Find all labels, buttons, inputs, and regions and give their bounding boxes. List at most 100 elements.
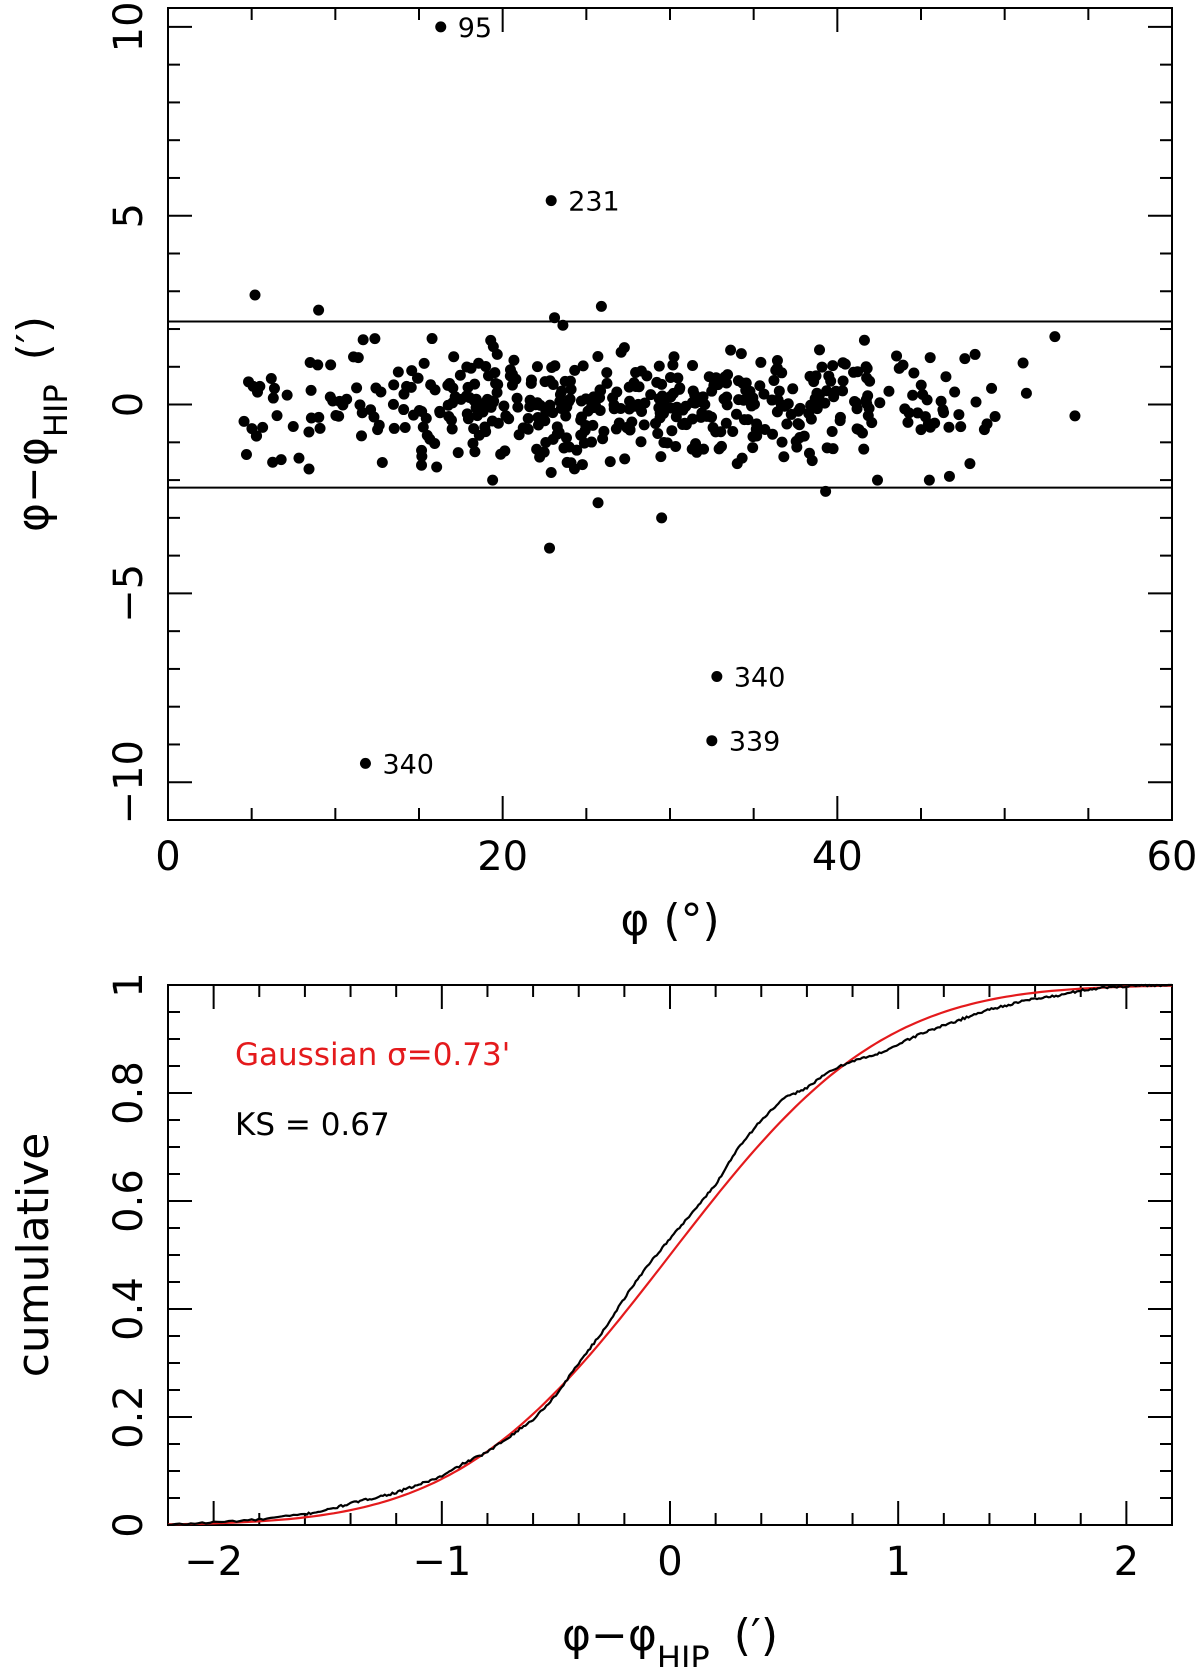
data-point (891, 350, 903, 362)
data-point (778, 451, 790, 463)
data-point (420, 412, 432, 424)
data-point (525, 377, 537, 389)
y-tick-label: −5 (106, 564, 152, 623)
data-point (418, 357, 430, 369)
data-point (565, 457, 577, 469)
data-point (571, 444, 583, 456)
data-point (718, 393, 730, 405)
data-point (506, 379, 518, 391)
data-point (238, 415, 250, 427)
data-point (785, 408, 797, 420)
data-point (388, 379, 400, 391)
data-point (575, 414, 587, 426)
data-point (902, 416, 914, 428)
data-point (498, 400, 510, 412)
x-axis-label-unit: (′) (734, 1610, 778, 1661)
data-point (558, 442, 570, 454)
data-point (915, 379, 927, 391)
data-point (635, 436, 647, 448)
data-point (540, 406, 552, 418)
data-point (677, 419, 689, 431)
empirical-cdf-line (167, 983, 1172, 1527)
data-point (766, 394, 778, 406)
data-point (357, 334, 369, 346)
data-point (978, 424, 990, 436)
outlier-point (1069, 410, 1081, 422)
data-point (750, 423, 762, 435)
data-point (668, 351, 680, 363)
data-point (837, 385, 849, 397)
data-point (375, 386, 387, 398)
data-point (513, 429, 525, 441)
outlier-point (487, 474, 499, 486)
x-tick-label: 1 (885, 1539, 910, 1585)
y-tick-label: −10 (106, 740, 152, 824)
outlier-point (656, 512, 668, 524)
data-point (575, 395, 587, 407)
point-label: 340 (734, 662, 786, 693)
data-point (429, 437, 441, 449)
data-point (953, 409, 965, 421)
data-point (503, 413, 515, 425)
labeled-point (711, 670, 723, 682)
data-point (661, 437, 673, 449)
labeled-point (545, 195, 557, 207)
data-point (804, 370, 816, 382)
data-point (819, 397, 831, 409)
data-point (744, 385, 756, 397)
data-point (271, 410, 283, 422)
y-tick-label: 10 (106, 1, 152, 52)
data-point (856, 427, 868, 439)
data-point (564, 375, 576, 387)
x-tick-label: 40 (812, 834, 863, 880)
point-label: 340 (382, 749, 434, 780)
data-point (512, 401, 524, 413)
data-point (696, 407, 708, 419)
y-tick-label: 0 (106, 392, 152, 417)
data-point (240, 448, 252, 460)
data-point (713, 443, 725, 455)
data-point (504, 364, 516, 376)
data-point (787, 383, 799, 395)
gaussian-cdf-line (167, 984, 1173, 1526)
y-tick-label: 0.8 (106, 1061, 152, 1125)
x-tick-label: 20 (477, 834, 528, 880)
data-point (267, 392, 279, 404)
data-point (538, 446, 550, 458)
data-point (368, 411, 380, 423)
data-point (821, 385, 833, 397)
data-point (615, 346, 627, 358)
outlier-point (1017, 357, 1029, 369)
data-point (821, 442, 833, 454)
data-point (861, 398, 873, 410)
data-point (619, 453, 631, 465)
data-point (767, 428, 779, 440)
data-point (851, 403, 863, 415)
data-point (924, 352, 936, 364)
outlier-point (592, 497, 604, 509)
data-point (463, 391, 475, 403)
data-point (576, 459, 588, 471)
data-point (907, 389, 919, 401)
data-point (949, 386, 961, 398)
data-point (690, 438, 702, 450)
point-label: 95 (458, 13, 492, 44)
data-point (706, 411, 718, 423)
data-point (508, 354, 520, 366)
data-point (531, 361, 543, 373)
data-point (940, 371, 952, 383)
data-point (481, 393, 493, 405)
data-point (825, 375, 837, 387)
data-point (449, 391, 461, 403)
data-point (452, 447, 464, 459)
data-point (791, 441, 803, 453)
data-point (827, 360, 839, 372)
data-point (903, 407, 915, 419)
data-point (703, 371, 715, 383)
data-point (674, 382, 686, 394)
data-point (667, 359, 679, 371)
data-point (480, 361, 492, 373)
data-point (806, 401, 818, 413)
data-point (560, 432, 572, 444)
